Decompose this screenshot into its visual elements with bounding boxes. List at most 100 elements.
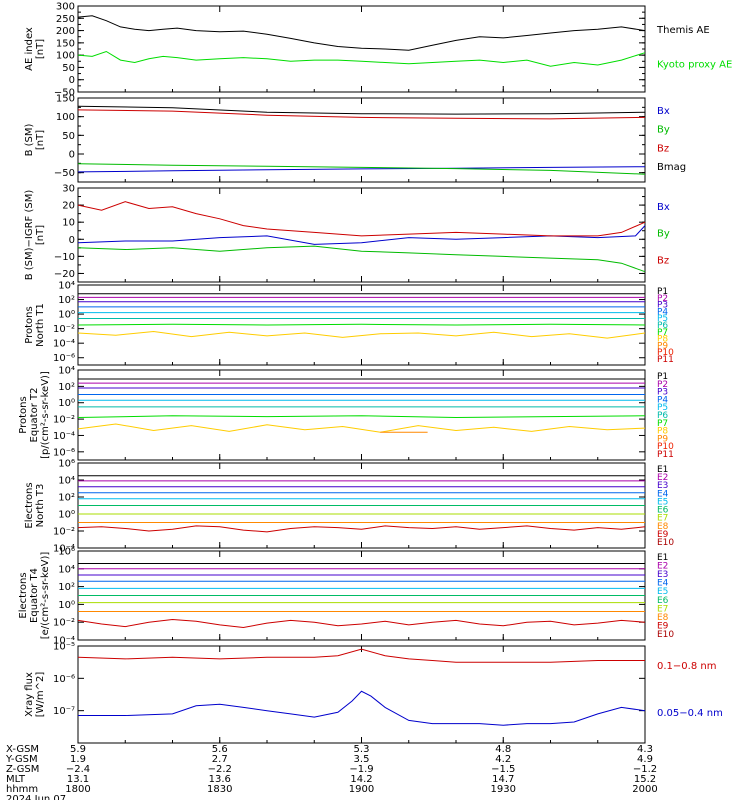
y-axis-label: North T3	[35, 484, 46, 528]
y-tick-label: 10⁻⁴	[53, 544, 75, 555]
legend-label: P11	[657, 355, 674, 365]
y-tick-label: 30	[62, 184, 75, 195]
legend-label: E4	[657, 579, 669, 589]
legend-label: Bmag	[657, 162, 686, 173]
legend-label: P3	[657, 301, 668, 311]
y-tick-label: 10²	[58, 493, 75, 504]
y-tick-label: 100	[56, 51, 75, 62]
x-axis-row-value: 4.2	[495, 754, 511, 765]
legend-label: P8	[657, 427, 668, 437]
legend-label: P2	[657, 294, 668, 304]
x-axis-row-value: 4.3	[637, 744, 653, 755]
series-line	[77, 166, 646, 173]
y-tick-label: 10⁻²	[53, 324, 75, 335]
series-line	[77, 201, 646, 237]
x-axis-row-value: 13.1	[67, 774, 89, 785]
y-tick-label: 0	[69, 75, 75, 86]
y-tick-label: 10⁰	[58, 310, 75, 321]
legend-label: E5	[657, 587, 668, 597]
y-axis-label: [e/(cm²-s-sr-keV)]	[40, 552, 51, 640]
series-line	[77, 330, 646, 339]
legend-label: P7	[657, 328, 668, 338]
x-axis-row-label: MLT	[6, 774, 26, 785]
legend-label: E2	[657, 473, 668, 483]
legend-label: E6	[657, 596, 669, 606]
x-axis-row-label: hhmm	[6, 784, 38, 795]
legend-label: E7	[657, 604, 668, 614]
legend-label: E3	[657, 481, 668, 491]
y-tick-label: 10⁻⁴	[53, 339, 75, 350]
x-axis-row-value: −1.9	[349, 764, 373, 775]
legend-label: Kyoto proxy AE	[657, 59, 732, 70]
legend-label: E10	[657, 538, 674, 548]
legend-label: P9	[657, 341, 668, 351]
y-tick-label: 10⁴	[58, 564, 75, 575]
series-line	[78, 690, 646, 726]
legend-label: Bz	[657, 143, 669, 154]
y-tick-label: 10⁻⁴	[53, 431, 75, 442]
series-line	[77, 618, 646, 629]
legend-label: P10	[657, 348, 674, 358]
y-axis-label: [p/(cm²-s-sr-keV)]	[40, 371, 51, 459]
y-tick-label: 10²	[58, 382, 75, 393]
legend-label: Bz	[657, 256, 669, 267]
y-tick-label: 150	[56, 94, 75, 105]
panel-frame	[77, 645, 646, 744]
legend-label: P6	[657, 321, 668, 331]
x-axis-row-label: Y-GSM	[5, 754, 38, 765]
x-axis-row-value: 2000	[632, 784, 657, 795]
series-line	[77, 648, 645, 663]
y-tick-label: 10	[62, 218, 75, 229]
legend-label: P1	[657, 287, 668, 297]
y-axis-label: [W/m^2]	[35, 672, 46, 718]
legend-label: 0.05−0.4 nm	[657, 708, 723, 719]
x-axis-row-value: 14.2	[350, 774, 372, 785]
x-axis-row-value: 5.9	[70, 744, 86, 755]
legend-label: E7	[657, 514, 668, 524]
y-axis-label: Protons	[18, 396, 29, 433]
legend-label: P9	[657, 434, 668, 444]
y-tick-label: −50	[54, 88, 75, 99]
y-axis-label: Electrons	[24, 482, 35, 528]
x-axis-row-value: 5.3	[354, 744, 370, 755]
legend-label: P4	[657, 395, 668, 405]
legend-label: By	[657, 125, 670, 136]
x-axis-row-label: X-GSM	[6, 744, 39, 755]
y-tick-label: 10⁻⁶	[53, 674, 75, 685]
y-tick-label: 100	[56, 112, 75, 123]
series-line	[77, 415, 646, 419]
y-axis-label: [nT]	[35, 39, 46, 59]
legend-label: E1	[657, 553, 668, 563]
y-tick-label: 10⁴	[58, 281, 75, 292]
legend-label: E2	[657, 562, 668, 572]
legend-label: E9	[657, 530, 669, 540]
y-tick-label: 10²	[58, 295, 75, 306]
y-axis-label: Xray flux	[24, 672, 35, 717]
y-axis-label: North T1	[35, 303, 46, 347]
y-tick-label: 10²	[58, 582, 75, 593]
y-tick-label: 10⁻⁴	[53, 636, 75, 647]
y-axis-label: Protons	[24, 306, 35, 343]
y-tick-label: 50	[62, 131, 75, 142]
series-line	[77, 163, 646, 175]
y-tick-label: 250	[56, 14, 75, 25]
x-axis-row-value: 1800	[65, 784, 90, 795]
series-line	[77, 323, 646, 326]
series-line	[77, 245, 646, 273]
y-tick-label: 0	[69, 150, 75, 161]
legend-label: P6	[657, 411, 668, 421]
y-tick-label: 10⁻²	[53, 415, 75, 426]
legend-label: E1	[657, 465, 668, 475]
x-axis-row-value: 15.2	[634, 774, 656, 785]
y-tick-label: 10⁻⁵	[53, 642, 75, 653]
legend-label: P10	[657, 442, 674, 452]
panel-frame	[77, 187, 646, 283]
legend-label: Bx	[657, 202, 670, 213]
legend-label: P4	[657, 307, 668, 317]
legend-label: E5	[657, 497, 668, 507]
legend-label: Bx	[657, 106, 670, 117]
x-axis-row-label: Z-GSM	[6, 764, 39, 775]
y-tick-label: 10⁻²	[53, 527, 75, 538]
x-axis-row-value: −1.2	[633, 764, 657, 775]
legend-label: E9	[657, 621, 669, 631]
